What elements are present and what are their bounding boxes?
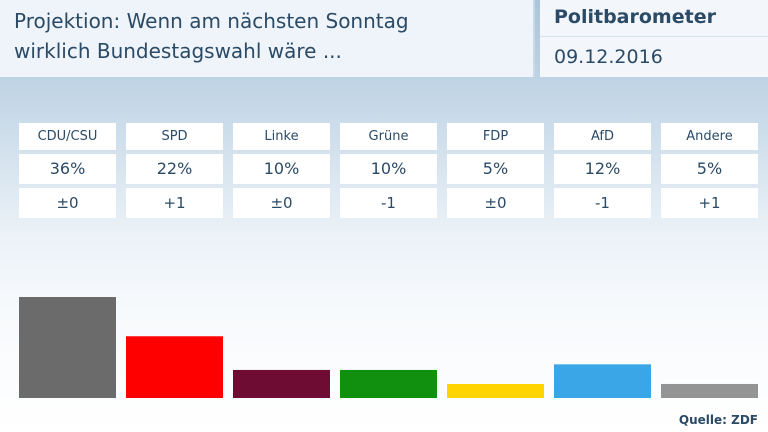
party-percent: 10% xyxy=(233,154,330,184)
party-percent: 5% xyxy=(661,154,758,184)
bar-afd xyxy=(554,364,651,398)
party-change: -1 xyxy=(340,188,437,218)
party-name: AfD xyxy=(554,123,651,150)
party-name: Andere xyxy=(661,123,758,150)
party-name: Grüne xyxy=(340,123,437,150)
party-percent: 12% xyxy=(554,154,651,184)
party-change: +1 xyxy=(661,188,758,218)
party-change: ±0 xyxy=(233,188,330,218)
party-percent: 22% xyxy=(126,154,223,184)
brand-panel: Politbarometer 09.12.2016 xyxy=(540,0,768,77)
bar-linke xyxy=(233,369,330,398)
results-table: CDU/CSU 36% ±0 SPD 22% +1 Linke 10% ±0 G… xyxy=(19,123,758,219)
party-percent: 5% xyxy=(447,154,544,184)
source-label: Quelle: ZDF xyxy=(678,413,758,427)
date-label: 09.12.2016 xyxy=(554,46,663,68)
party-name: SPD xyxy=(126,123,223,150)
brand-divider xyxy=(540,36,768,37)
bar-chart xyxy=(19,297,758,398)
title-line-1: Projektion: Wenn am nächsten Sonntag xyxy=(14,9,409,33)
bar-cdu-csu xyxy=(19,297,116,398)
party-change: +1 xyxy=(126,188,223,218)
party-change: ±0 xyxy=(447,188,544,218)
party-change: -1 xyxy=(554,188,651,218)
party-name: Linke xyxy=(233,123,330,150)
bar-gr-ne xyxy=(340,369,437,398)
bar-fdp xyxy=(447,383,544,398)
party-percent: 36% xyxy=(19,154,116,184)
party-percent: 10% xyxy=(340,154,437,184)
chart-title: Projektion: Wenn am nächsten Sonntag wir… xyxy=(14,6,529,66)
party-name: FDP xyxy=(447,123,544,150)
party-change: ±0 xyxy=(19,188,116,218)
title-line-2: wirklich Bundestagswahl wäre ... xyxy=(14,39,342,63)
brand-label: Politbarometer xyxy=(554,6,716,28)
title-panel: Projektion: Wenn am nächsten Sonntag wir… xyxy=(0,0,535,77)
bar-spd xyxy=(126,336,223,398)
party-name: CDU/CSU xyxy=(19,123,116,150)
bar-andere xyxy=(661,383,758,398)
